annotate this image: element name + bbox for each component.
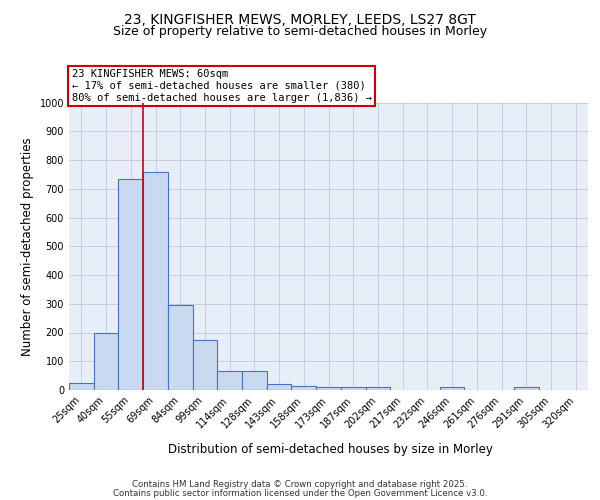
Bar: [94, 332, 118, 390]
Text: 23 KINGFISHER MEWS: 60sqm
← 17% of semi-detached houses are smaller (380)
80% of: 23 KINGFISHER MEWS: 60sqm ← 17% of semi-…: [71, 70, 371, 102]
Bar: [267, 384, 292, 390]
Bar: [316, 387, 341, 390]
Bar: [440, 387, 464, 390]
Text: Size of property relative to semi-detached houses in Morley: Size of property relative to semi-detach…: [113, 25, 487, 38]
Text: Contains public sector information licensed under the Open Government Licence v3: Contains public sector information licen…: [113, 489, 487, 498]
Bar: [341, 387, 365, 390]
Bar: [193, 340, 217, 390]
Bar: [69, 383, 94, 390]
Text: Contains HM Land Registry data © Crown copyright and database right 2025.: Contains HM Land Registry data © Crown c…: [132, 480, 468, 489]
Y-axis label: Number of semi-detached properties: Number of semi-detached properties: [21, 137, 34, 356]
Text: 23, KINGFISHER MEWS, MORLEY, LEEDS, LS27 8GT: 23, KINGFISHER MEWS, MORLEY, LEEDS, LS27…: [124, 12, 476, 26]
Bar: [118, 178, 143, 390]
Bar: [143, 172, 168, 390]
Bar: [514, 387, 539, 390]
Bar: [292, 386, 316, 390]
Bar: [168, 305, 193, 390]
Text: Distribution of semi-detached houses by size in Morley: Distribution of semi-detached houses by …: [167, 442, 493, 456]
Bar: [365, 387, 390, 390]
Bar: [242, 372, 267, 390]
Bar: [217, 372, 242, 390]
